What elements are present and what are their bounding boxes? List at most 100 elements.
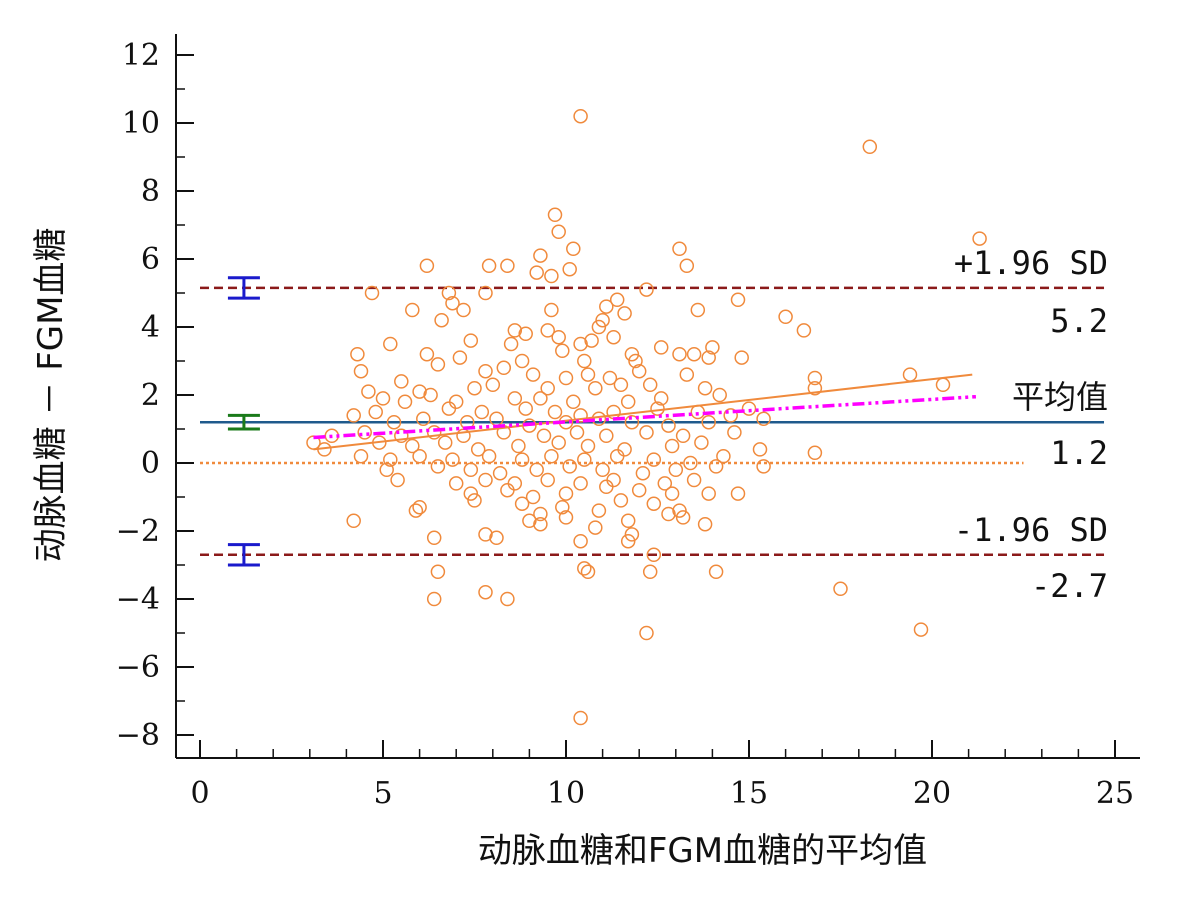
data-point — [478, 472, 493, 488]
data-point — [518, 326, 533, 342]
data-point — [507, 476, 523, 491]
data-point — [580, 564, 596, 580]
data-point — [408, 503, 424, 518]
data-point — [620, 394, 636, 410]
data-point — [580, 438, 596, 454]
data-point — [562, 261, 577, 277]
data-point — [430, 564, 446, 580]
y-tick-label: 12 — [122, 38, 160, 73]
data-point — [935, 377, 951, 393]
data-point — [405, 438, 420, 454]
data-point — [445, 295, 460, 311]
y-tick-label: 4 — [141, 310, 160, 345]
data-point — [419, 258, 435, 274]
data-point — [540, 472, 555, 488]
data-point — [599, 479, 614, 495]
data-point — [547, 404, 563, 420]
data-point — [617, 306, 632, 321]
data-point — [807, 370, 823, 386]
data-point — [657, 476, 673, 491]
data-point — [544, 268, 559, 284]
data-point — [533, 516, 548, 532]
data-point — [500, 482, 515, 498]
data-point — [756, 411, 771, 427]
data-point — [558, 370, 574, 386]
data-point — [566, 394, 581, 410]
data-point — [478, 527, 493, 542]
loess-line — [313, 394, 977, 440]
data-point — [595, 312, 610, 328]
lower-limit-ci — [227, 543, 260, 567]
data-point — [434, 312, 449, 328]
data-point — [807, 380, 823, 396]
data-point — [690, 302, 706, 318]
data-point — [555, 499, 570, 515]
data-point — [353, 448, 369, 464]
y-tick-label: 2 — [141, 378, 160, 413]
data-point — [430, 357, 446, 372]
data-point — [902, 367, 918, 382]
data-point — [474, 404, 490, 420]
data-point — [478, 363, 493, 379]
data-point — [412, 384, 427, 399]
data-point — [525, 489, 541, 505]
data-point — [683, 455, 698, 471]
upper-limit-name: +1.96 SD — [954, 244, 1108, 282]
data-point — [723, 408, 738, 423]
data-point — [675, 428, 691, 444]
data-point — [679, 367, 695, 382]
data-point — [833, 581, 848, 597]
data-point — [653, 340, 669, 355]
data-point — [712, 387, 727, 403]
data-point — [672, 503, 687, 518]
data-point — [646, 452, 662, 467]
data-point — [383, 336, 398, 352]
data-point — [463, 462, 479, 478]
data-point — [697, 380, 713, 396]
data-point — [350, 346, 365, 362]
regression-line — [313, 373, 973, 451]
data-point — [701, 350, 716, 365]
data-point — [730, 292, 746, 308]
data-point — [364, 285, 380, 301]
data-point — [609, 448, 625, 464]
data-point — [529, 462, 544, 478]
data-point — [730, 486, 746, 501]
data-point — [368, 404, 383, 420]
data-point — [478, 285, 493, 301]
data-point — [386, 414, 402, 430]
data-point — [573, 336, 588, 352]
data-point — [599, 428, 614, 444]
data-point — [624, 346, 640, 362]
data-point — [448, 476, 464, 491]
data-point — [383, 452, 398, 467]
data-point — [507, 391, 523, 406]
data-point — [558, 486, 574, 501]
data-point — [734, 350, 749, 365]
data-point — [705, 340, 720, 355]
data-point — [796, 323, 812, 338]
data-point — [478, 584, 493, 600]
data-point — [588, 520, 603, 535]
data-point — [639, 282, 654, 297]
x-tick-label: 25 — [1096, 776, 1134, 811]
data-point — [807, 445, 823, 461]
data-point — [390, 472, 405, 488]
data-point — [353, 363, 369, 379]
plot-area: +1.96 SD 5.2 平均值 1.2 -1.96 SD -2.7 — [200, 108, 1108, 726]
y-tick-label: 10 — [122, 106, 160, 141]
data-point — [412, 448, 427, 464]
data-point — [437, 435, 453, 450]
data-point — [639, 625, 654, 641]
data-point — [642, 377, 658, 393]
data-point — [635, 465, 651, 481]
y-tick-label: −2 — [116, 514, 160, 549]
data-point — [423, 387, 438, 403]
data-point — [972, 231, 987, 246]
data-point — [624, 527, 640, 542]
data-point — [419, 346, 435, 362]
data-point — [379, 462, 394, 478]
y-tick-label: 6 — [141, 242, 160, 277]
data-point — [591, 503, 607, 518]
data-point — [697, 516, 713, 532]
